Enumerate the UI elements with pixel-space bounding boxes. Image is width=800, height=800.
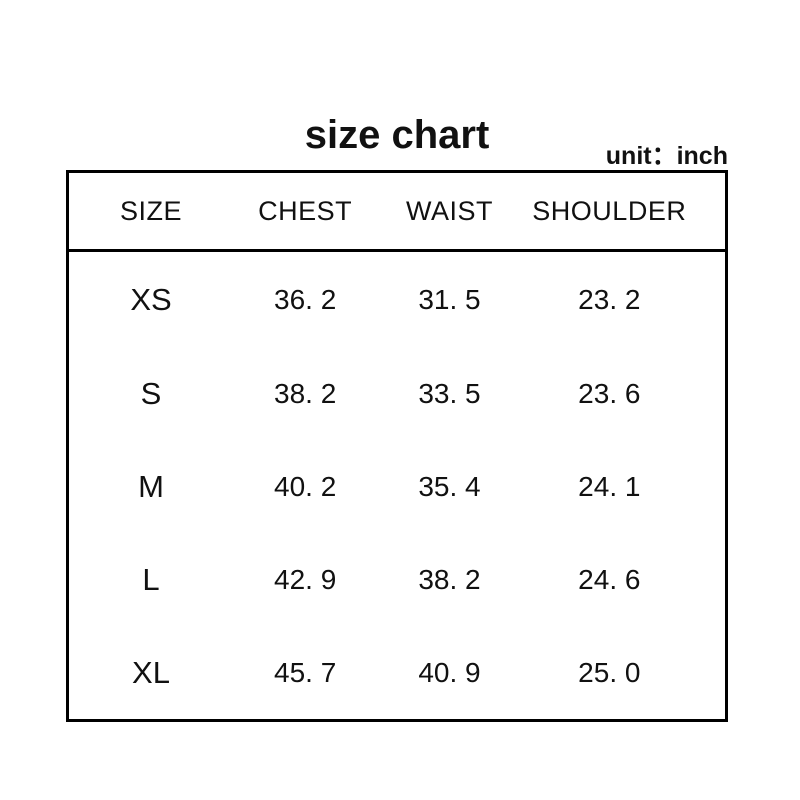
cell-shoulder: 23. 2: [578, 283, 641, 315]
size-table: SIZE CHEST WAIST SHOULDER XS 36. 2 31. 5…: [69, 173, 725, 719]
cell-chest: 40. 2: [274, 470, 337, 502]
column-header-shoulder: SHOULDER: [521, 173, 725, 252]
cell-shoulder: 24. 1: [578, 470, 641, 502]
cell-shoulder: 25. 0: [578, 656, 641, 688]
cell-size: XL: [132, 654, 170, 690]
cell-waist: 35. 4: [418, 470, 481, 502]
cell-shoulder: 23. 6: [578, 377, 641, 409]
cell-waist: 31. 5: [418, 283, 481, 315]
column-header-waist: WAIST: [377, 173, 522, 252]
cell-size: L: [142, 561, 160, 597]
cell-chest: 42. 9: [274, 563, 337, 595]
cell-size: XS: [130, 281, 172, 317]
cell-waist: 40. 9: [418, 656, 481, 688]
table-row-l: L 42. 9 38. 2 24. 6: [69, 533, 725, 626]
table-header-row: SIZE CHEST WAIST SHOULDER: [69, 173, 725, 252]
cell-chest: 36. 2: [274, 283, 337, 315]
unit-label: unit：inch: [605, 142, 728, 170]
cell-size: S: [140, 375, 162, 411]
table-row-s: S 38. 2 33. 5 23. 6: [69, 347, 725, 440]
table-row-m: M 40. 2 35. 4 24. 1: [69, 440, 725, 533]
cell-chest: 45. 7: [274, 656, 337, 688]
table-row-xl: XL 45. 7 40. 9 25. 0: [69, 626, 725, 719]
cell-waist: 33. 5: [418, 377, 481, 409]
cell-size: M: [138, 468, 164, 504]
table-row-xs: XS 36. 2 31. 5 23. 2: [69, 251, 725, 348]
cell-waist: 38. 2: [418, 563, 481, 595]
cell-shoulder: 24. 6: [578, 563, 641, 595]
size-table-box: SIZE CHEST WAIST SHOULDER XS 36. 2 31. 5…: [66, 170, 728, 722]
column-header-chest: CHEST: [233, 173, 378, 252]
cell-chest: 38. 2: [274, 377, 337, 409]
page-title: size chart: [304, 113, 490, 157]
column-header-size: SIZE: [69, 173, 233, 252]
